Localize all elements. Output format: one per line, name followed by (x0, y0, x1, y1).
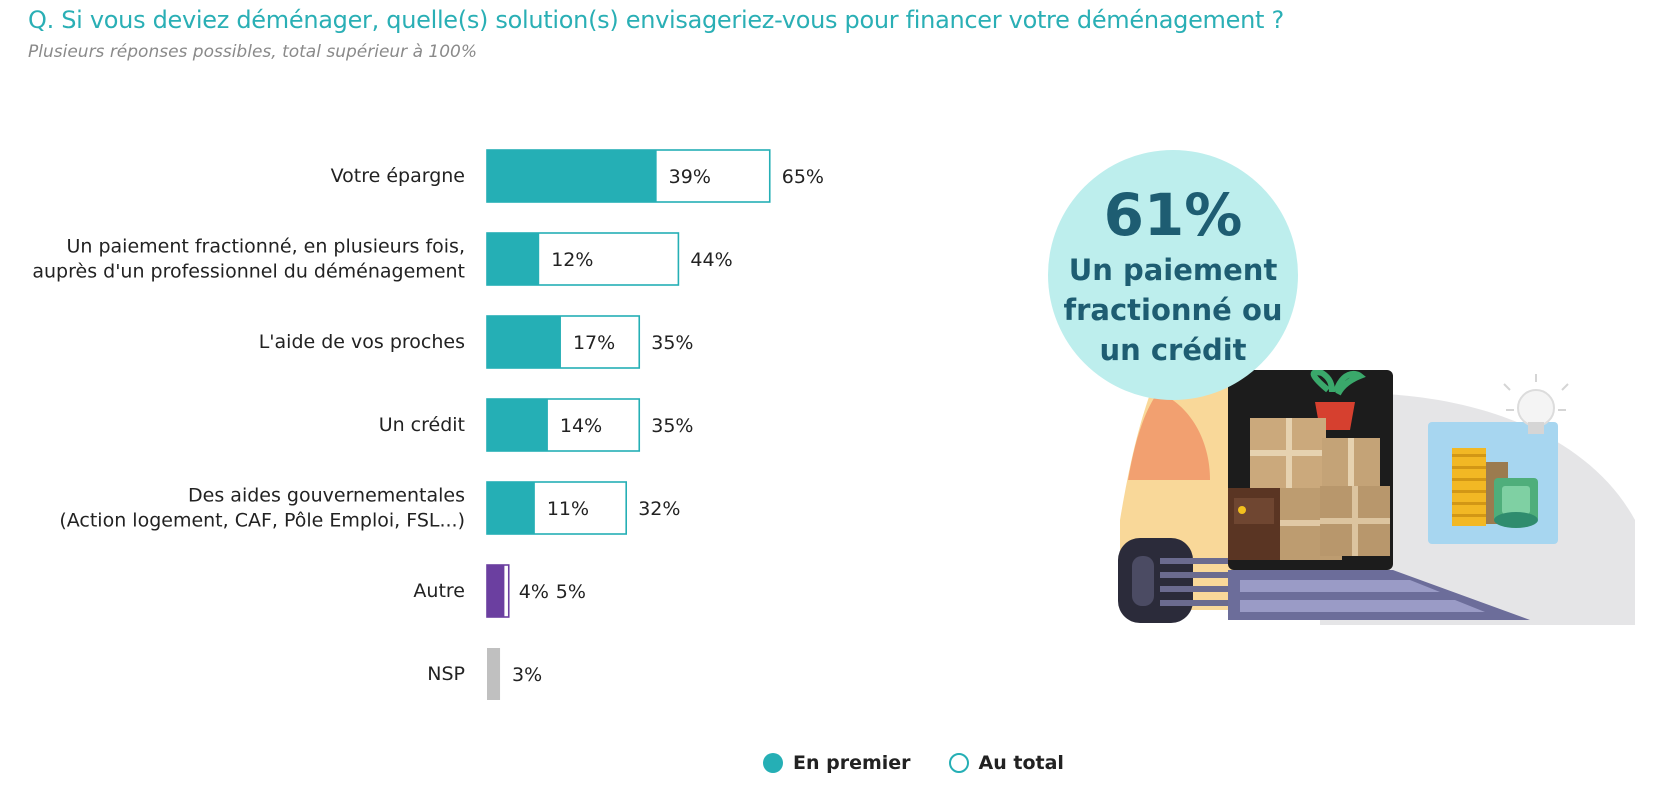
truck-wheel (1118, 538, 1193, 623)
lightbulb-icon (1503, 374, 1569, 434)
bar-first (487, 565, 505, 617)
bar-first (487, 233, 540, 285)
bar-total (487, 648, 501, 700)
legend-item-en-premier: En premier (763, 752, 911, 774)
bar-label-total: 65% (782, 166, 824, 188)
bar-first (487, 482, 535, 534)
chart-legend: En premier Au total (763, 752, 1064, 774)
legend-label-au-total: Au total (978, 752, 1064, 774)
category-label: Autre (413, 580, 465, 602)
bar-label-total: 5% (556, 581, 586, 603)
bar-label-first: 11% (547, 498, 589, 520)
bar-label-first: 17% (573, 332, 615, 354)
highlight-label: Un paiement fractionné ou un crédit (1063, 253, 1283, 367)
bar-label-first: 14% (560, 415, 602, 437)
bar-label-total: 35% (651, 415, 693, 437)
category-label: Un paiement fractionné, en plusieurs foi… (66, 236, 465, 258)
highlight-bubble: 61% Un paiement fractionné ou un crédit (1048, 150, 1298, 400)
plant-leaves (1310, 370, 1366, 396)
question-subtitle: Plusieurs réponses possibles, total supé… (28, 42, 477, 62)
bar-chart: Votre épargne 39% 65% Un paiement fractionn… (32, 149, 824, 700)
bar-label-first: 12% (551, 249, 593, 271)
truck-wheel-stripes (1160, 558, 1230, 606)
highlight-value: 61% (1103, 181, 1243, 249)
bar-label-total: 32% (638, 498, 680, 520)
category-label: NSP (427, 663, 465, 685)
question-title: Q. Si vous deviez déménager, quelle(s) s… (28, 6, 1284, 34)
category-label: Votre épargne (331, 165, 465, 187)
bar-first (487, 316, 561, 368)
bar-label-total: 44% (690, 249, 732, 271)
bar-label-total: 3% (512, 664, 542, 686)
legend-label-en-premier: En premier (793, 752, 911, 774)
bar-label-first: 4% (519, 581, 549, 603)
moving-truck-illustration-icon (1118, 370, 1635, 625)
legend-swatch-outline-icon (948, 753, 969, 773)
category-label: Un crédit (379, 414, 465, 436)
truck-tire-tread (1132, 556, 1154, 606)
bar-label-total: 35% (651, 332, 693, 354)
bar-first (487, 399, 548, 451)
category-label: L'aide de vos proches (259, 331, 465, 353)
legend-swatch-filled-icon (763, 753, 783, 773)
category-label: Des aides gouvernementales (188, 485, 465, 507)
category-label: (Action logement, CAF, Pôle Emploi, FSL.… (59, 510, 465, 532)
truck-window (1128, 392, 1210, 480)
bar-label-first: 39% (669, 166, 711, 188)
legend-item-au-total: Au total (948, 752, 1064, 774)
ramp-stripes (1240, 580, 1485, 612)
bar-first (487, 150, 657, 202)
category-label: auprès d'un professionnel du déménagemen… (32, 261, 465, 283)
banknotes-icon (1494, 478, 1538, 528)
